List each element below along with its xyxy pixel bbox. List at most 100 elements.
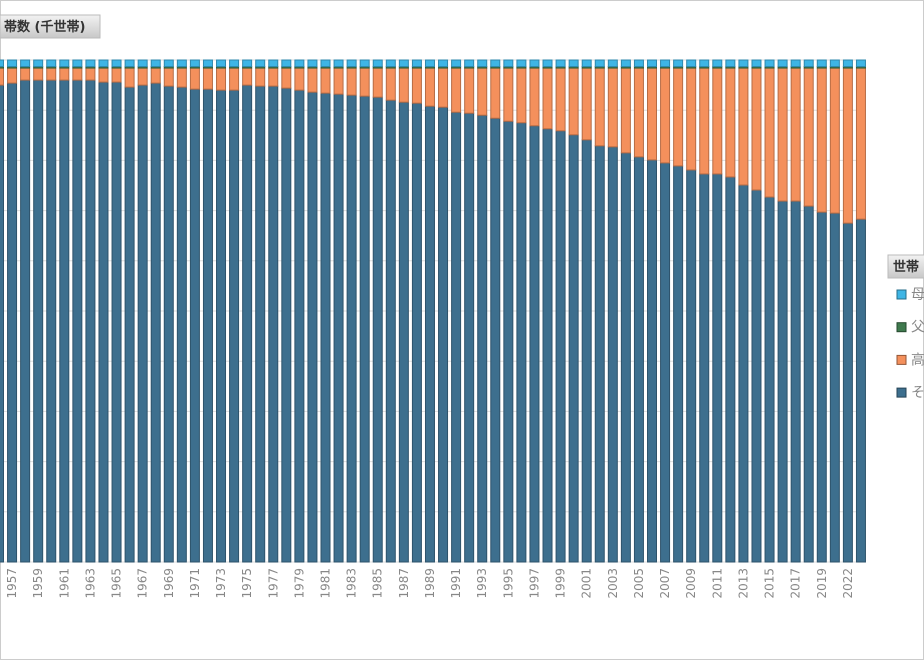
x-tick-label: 2013	[736, 568, 750, 599]
bar-segment	[307, 67, 318, 93]
bar-segment	[712, 59, 723, 68]
bar-segment	[202, 67, 213, 90]
bar-segment	[607, 146, 618, 563]
bar-segment	[398, 67, 409, 103]
x-tick-label: 1963	[83, 568, 97, 599]
bar-segment	[790, 59, 801, 68]
bar-segment	[33, 79, 44, 563]
bar-segment	[268, 85, 279, 563]
bar-segment	[790, 200, 801, 563]
x-tick-label: 1991	[449, 568, 463, 599]
bar-segment	[438, 67, 449, 108]
legend-swatch	[896, 322, 907, 333]
bar-segment	[451, 111, 462, 563]
bar-segment	[320, 59, 331, 68]
bar-segment	[568, 67, 579, 136]
x-tick-label: 1969	[162, 568, 176, 599]
bar-segment	[20, 67, 31, 81]
bar-segment	[751, 67, 762, 191]
x-tick-label: 1985	[371, 568, 385, 599]
bar-segment	[359, 67, 370, 97]
bar-segment	[359, 95, 370, 563]
bar-segment	[594, 67, 605, 147]
bar-segment	[477, 67, 488, 116]
bar-segment	[829, 212, 840, 563]
bar-segment	[202, 59, 213, 68]
x-tick-label: 2003	[606, 568, 620, 599]
bar-segment	[777, 59, 788, 68]
bar-segment	[803, 59, 814, 68]
bar-segment	[490, 59, 501, 68]
bar-segment	[320, 67, 331, 94]
bar-segment	[738, 67, 749, 186]
bar-segment	[7, 82, 18, 563]
bar-segment	[216, 59, 227, 68]
bar-segment	[268, 59, 279, 68]
bar-segment	[255, 59, 266, 68]
bar-segment	[189, 67, 200, 90]
bar-segment	[803, 67, 814, 207]
bar-segment	[751, 189, 762, 563]
bar-segment	[555, 67, 566, 132]
x-tick-label: 1957	[5, 568, 19, 599]
x-tick-label: 2009	[684, 568, 698, 599]
bar-segment	[712, 67, 723, 175]
bar-segment	[46, 59, 57, 68]
bar-segment	[72, 59, 83, 68]
bar-segment	[111, 59, 122, 68]
bar-segment	[855, 67, 866, 220]
bar-segment	[72, 67, 83, 81]
bar-segment	[281, 59, 292, 68]
bar-segment	[0, 84, 4, 563]
bar-segment	[98, 59, 109, 68]
bar-segment	[777, 200, 788, 563]
bar-segment	[255, 67, 266, 87]
bar-segment	[777, 67, 788, 202]
bar-segment	[620, 152, 631, 563]
x-tick-label: 1975	[240, 568, 254, 599]
x-tick-label: 1987	[397, 568, 411, 599]
bar-segment	[346, 59, 357, 68]
bar-segment	[529, 59, 540, 68]
bar-segment	[829, 59, 840, 68]
bar-segment	[438, 59, 449, 68]
bar-segment	[725, 67, 736, 178]
bar-segment	[372, 67, 383, 98]
bar-segment	[647, 67, 657, 161]
bar-segment	[294, 67, 305, 91]
bar-segment	[620, 67, 631, 154]
bar-segment	[46, 79, 57, 563]
x-tick-label: 2007	[658, 568, 672, 599]
bar-segment	[0, 67, 4, 86]
bar-segment	[490, 67, 501, 119]
bar-segment	[451, 59, 462, 68]
bar-segment	[398, 59, 409, 68]
x-tick-label: 1995	[501, 568, 515, 599]
bar-segment	[464, 59, 475, 68]
bar-segment	[229, 89, 240, 563]
x-tick-label: 1973	[214, 568, 228, 599]
bar-segment	[33, 67, 44, 81]
x-tick-label: 1981	[319, 568, 333, 599]
bar-segment	[660, 162, 671, 563]
x-tick-label: 2017	[789, 568, 803, 599]
legend-label: 母	[911, 287, 924, 303]
bar-segment	[189, 59, 200, 68]
bar-segment	[686, 169, 697, 563]
bar-segment	[320, 92, 331, 563]
bar-segment	[581, 59, 592, 68]
bar-segment	[438, 106, 449, 563]
bar-segment	[85, 67, 96, 81]
bar-segment	[411, 67, 422, 104]
bar-segment	[281, 87, 292, 563]
bar-segment	[516, 59, 527, 68]
bar-segment	[124, 67, 135, 88]
bar-segment	[620, 59, 631, 68]
bar-segment	[385, 67, 396, 101]
legend-swatch	[896, 354, 907, 365]
bar-segment	[503, 67, 514, 122]
bar-segment	[503, 59, 514, 68]
bar-segment	[85, 79, 96, 563]
bar-segment	[529, 125, 540, 563]
